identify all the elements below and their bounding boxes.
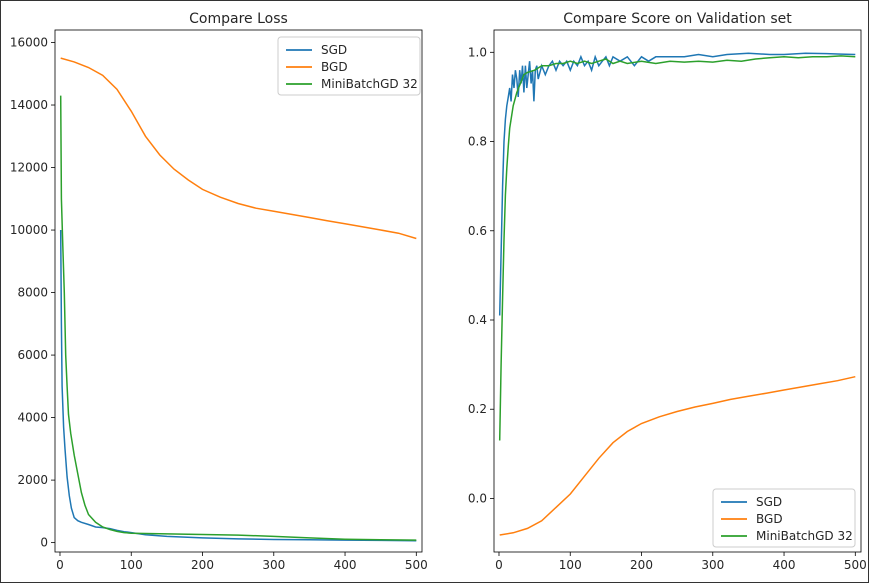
- series-line-minibatchgd-32: [59, 95, 417, 541]
- series-line-bgd: [60, 57, 417, 240]
- y-tick-label: 8000: [17, 286, 48, 300]
- legend-label: SGD: [756, 495, 782, 509]
- x-tick-label: 200: [630, 558, 653, 572]
- x-tick-label: 300: [701, 558, 724, 572]
- legend-box: [277, 36, 421, 96]
- y-tick-label: 0.4: [468, 313, 487, 327]
- x-tick-label: 500: [405, 558, 428, 572]
- series-line-bgd: [499, 375, 856, 536]
- y-tick-label: 1.0: [468, 45, 487, 59]
- legend-label: MiniBatchGD 32: [321, 77, 418, 91]
- legend-label: BGD: [756, 512, 783, 526]
- chart-panel-2: Compare Score on Validation set 0 100 200 30…: [468, 11, 867, 572]
- y-tick-label: 14000: [10, 98, 48, 112]
- legend-label: SGD: [321, 43, 347, 57]
- legend-label: MiniBatchGD 32: [756, 529, 853, 543]
- series-line-sgd: [498, 52, 856, 316]
- y-tick-label: 0: [40, 536, 48, 550]
- series-line-sgd: [59, 229, 417, 542]
- y-tick-label: 0.6: [468, 224, 487, 238]
- y-tick-label: 6000: [17, 348, 48, 362]
- chart-title: Compare Score on Validation set: [563, 11, 792, 27]
- y-tick-label: 2000: [17, 473, 48, 487]
- plot-frame: [54, 29, 423, 553]
- chart-panel-1: Compare Loss 0 100 200 300 400 500 0 2000 4000 600…: [10, 11, 428, 572]
- x-tick-label: 100: [559, 558, 582, 572]
- series-line-minibatchgd-32: [498, 55, 856, 441]
- x-tick-label: 500: [844, 558, 867, 572]
- x-tick-label: 0: [56, 558, 64, 572]
- x-tick-label: 200: [191, 558, 214, 572]
- legend-box: [712, 488, 856, 548]
- x-tick-label: 400: [773, 558, 796, 572]
- y-tick-label: 10000: [10, 223, 48, 237]
- y-tick-label: 0.8: [468, 135, 487, 149]
- y-tick-label: 12000: [10, 161, 48, 175]
- x-tick-label: 300: [262, 558, 285, 572]
- plot-frame: [493, 29, 862, 553]
- y-tick-label: 0.2: [468, 402, 487, 416]
- y-tick-label: 16000: [10, 36, 48, 50]
- y-tick-label: 0.0: [468, 491, 487, 505]
- x-tick-label: 0: [495, 558, 503, 572]
- x-tick-label: 100: [120, 558, 143, 572]
- legend: SGD BGD MiniBatchGD 32: [277, 36, 421, 96]
- y-tick-label: 4000: [17, 411, 48, 425]
- chart-title: Compare Loss: [189, 11, 288, 27]
- x-tick-label: 400: [334, 558, 357, 572]
- legend: SGD BGD MiniBatchGD 32: [712, 488, 856, 548]
- legend-label: BGD: [321, 60, 348, 74]
